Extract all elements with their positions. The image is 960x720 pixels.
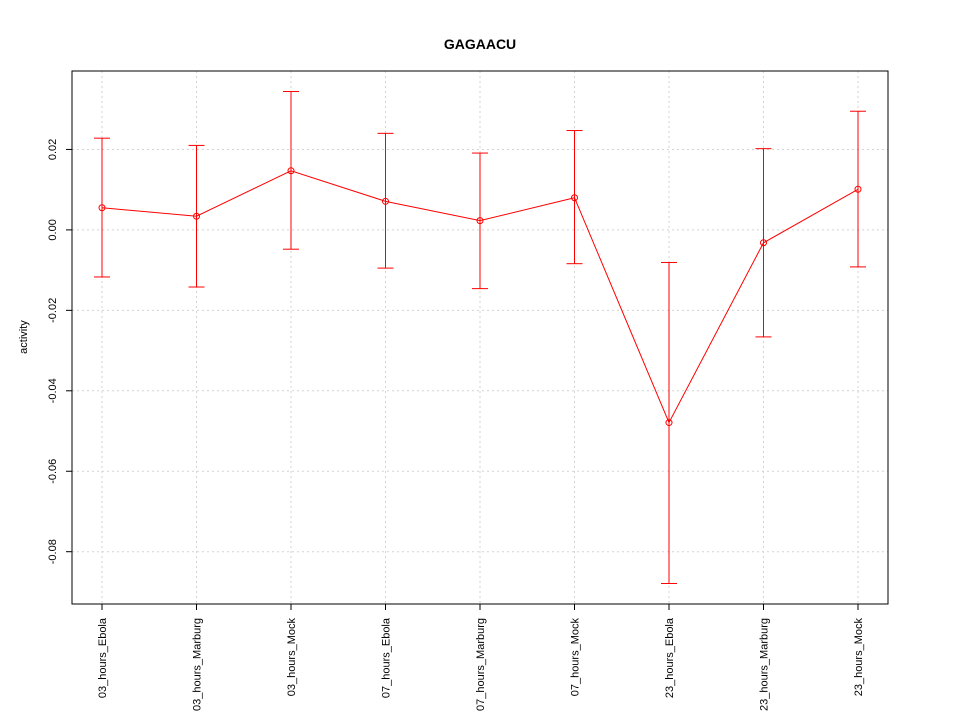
data-point xyxy=(382,197,389,205)
y-tick-label: -0.06 xyxy=(47,459,59,484)
x-tick-label: 03_hours_Ebola xyxy=(97,617,109,698)
x-tick-label: 07_hours_Marburg xyxy=(475,618,487,711)
x-tick-label: 03_hours_Mock xyxy=(286,618,298,697)
data-point xyxy=(287,167,295,175)
x-tick-label: 03_hours_Marburg xyxy=(192,618,204,711)
x-tick-label: 07_hours_Mock xyxy=(570,618,582,697)
grid xyxy=(72,71,888,604)
data-point xyxy=(760,239,767,247)
x-tick-label: 07_hours_Ebola xyxy=(381,617,393,698)
data-point xyxy=(98,204,106,212)
axes: -0.08 -0.06 -0.04 -0.02 0.00 0.02 03_hours_Ebo… xyxy=(47,139,865,711)
data-series xyxy=(94,91,866,584)
y-tick-label: 0.02 xyxy=(47,139,59,160)
x-tick-label: 23_hours_Marburg xyxy=(759,618,771,711)
data-point xyxy=(665,419,673,427)
data-point xyxy=(476,217,484,225)
data-point xyxy=(571,194,578,202)
y-tick-label: -0.08 xyxy=(47,539,59,564)
data-point xyxy=(193,212,200,220)
y-tick-label: 0.00 xyxy=(47,219,59,240)
data-point xyxy=(854,185,862,193)
y-tick-label: -0.04 xyxy=(47,378,59,403)
y-tick-label: -0.02 xyxy=(47,298,59,323)
x-tick-label: 23_hours_Mock xyxy=(853,618,865,697)
x-tick-label: 23_hours_Ebola xyxy=(664,617,676,698)
chart-title: GAGAACU xyxy=(444,36,516,52)
y-axis-label: activity xyxy=(18,320,30,354)
